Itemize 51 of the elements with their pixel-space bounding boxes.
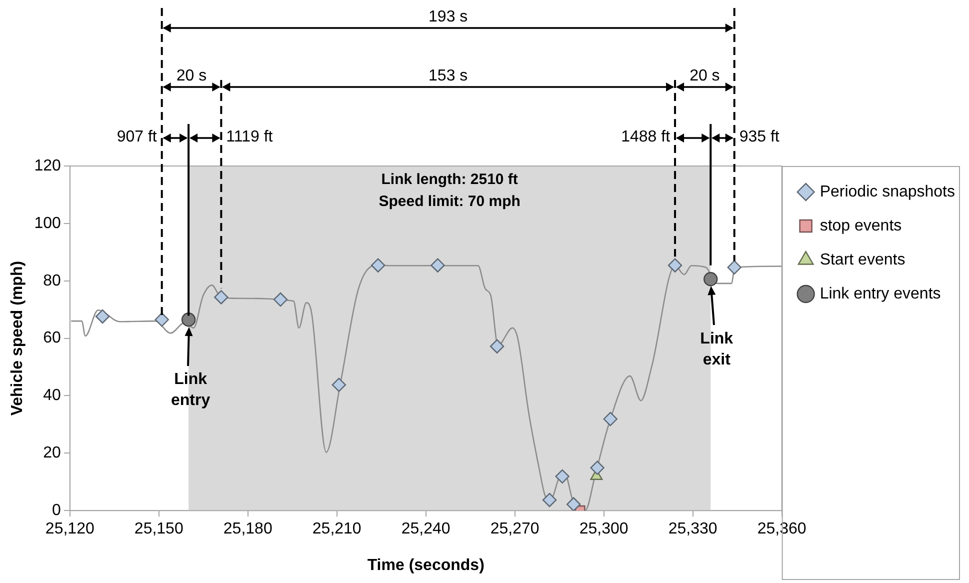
legend-label: stop events [820,217,902,234]
annotation: Link length: 2510 ft [381,171,518,188]
legend-label: Start events [820,251,906,268]
text: 1119 ft [226,128,274,146]
legend-label: Periodic snapshots [820,183,955,200]
point [603,412,618,426]
text: 907 ft [116,128,158,146]
text: 935 ft [739,128,780,146]
point [668,258,682,272]
point [154,312,169,327]
point [370,258,386,272]
y-tick-label: 0 [52,502,61,520]
point [273,292,288,307]
text: 20 s [176,67,207,84]
x-tick-label: 25,270 [490,520,540,538]
point [332,378,346,392]
point [430,258,445,272]
annotation: Speed limit: 70 mph [378,193,520,210]
point [555,469,570,484]
y-tick-label: 60 [43,330,61,347]
x-tick-label: 25,330 [668,520,718,538]
y-tick-label: 20 [43,444,61,462]
x-tick-label: 25,120 [45,520,94,538]
point [542,492,557,508]
x-tick-label: 25,150 [134,520,184,538]
annotation: Link entry [170,371,210,410]
text: 20 s [690,67,720,84]
x-axis-title: Time (seconds) [367,556,484,574]
legend-label: Link entry events [820,285,941,302]
point [214,290,228,304]
x-tick-label: 25,300 [579,520,628,538]
text: 1488 ft [621,128,671,146]
text: 153 s [428,67,468,84]
point [727,260,742,274]
point [490,339,504,354]
y-tick-label: 40 [43,387,61,404]
x-tick-label: 25,360 [757,520,806,538]
point [590,460,604,475]
y-axis-title: Vehicle speed (mph) [9,260,26,416]
x-tick-label: 25,180 [223,520,272,538]
point [704,272,718,286]
x-tick-label: 25,210 [312,520,362,538]
point [566,497,581,511]
text: 193 s [428,8,468,26]
x-tick-label: 25,240 [401,520,450,538]
y-tick-label: 100 [34,214,61,232]
annotation: Link exit [700,330,734,369]
point [181,312,196,327]
point [95,309,110,324]
y-tick-label: 120 [34,157,61,174]
y-tick-label: 80 [43,272,61,290]
